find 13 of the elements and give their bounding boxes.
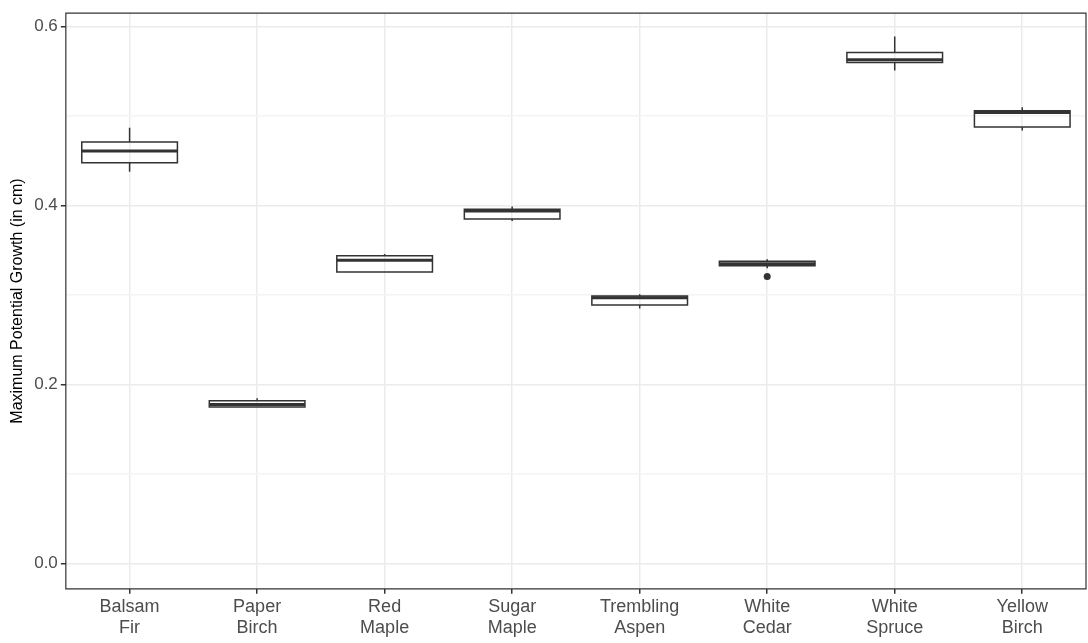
y-tick-label: 0.2 — [34, 374, 58, 394]
y-tick-label: 0.6 — [34, 16, 58, 36]
y-tick-label: 0.4 — [34, 195, 58, 215]
x-tick-label: Yellow Birch — [996, 595, 1049, 638]
y-tick-label: 0.0 — [34, 553, 58, 573]
x-tick-label: Paper Birch — [233, 595, 282, 638]
x-tick-label: Balsam Fir — [99, 595, 160, 638]
x-tick-label: Trembling Aspen — [600, 595, 680, 638]
x-tick-label: White Cedar — [742, 595, 792, 638]
x-tick-label: Red Maple — [360, 595, 410, 638]
x-tick-label: White Spruce — [866, 595, 924, 638]
x-tick-label: Sugar Maple — [487, 595, 537, 638]
y-axis-title: Maximum Potential Growth (in cm) — [8, 178, 26, 424]
